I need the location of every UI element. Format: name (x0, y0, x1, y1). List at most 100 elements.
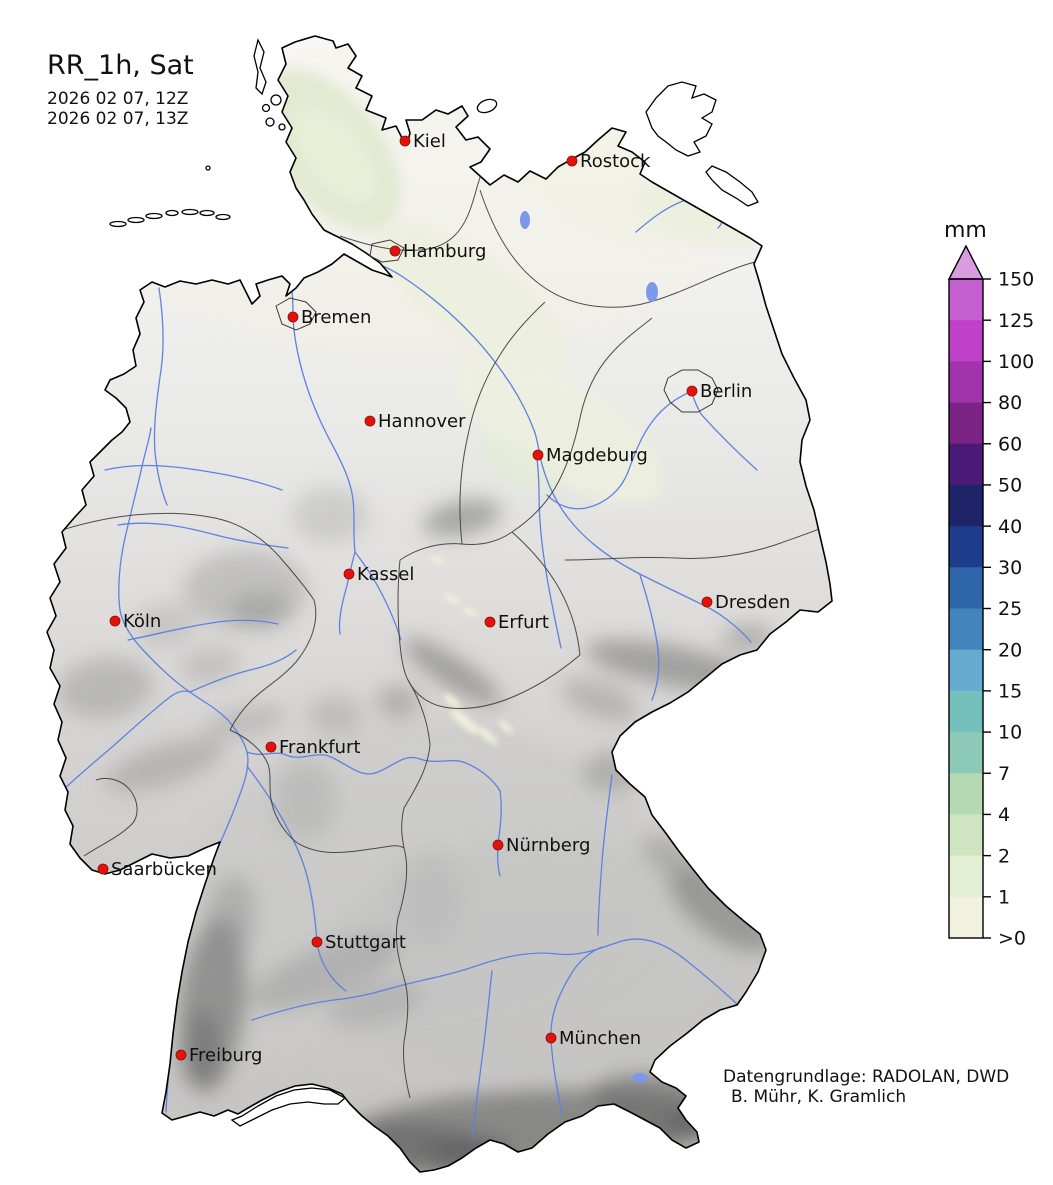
colorbar-tick-label: 60 (998, 433, 1022, 455)
colorbar-segment (949, 402, 983, 445)
river-mulde (639, 574, 660, 701)
colorbar-tick-label: 4 (998, 804, 1010, 826)
path-shape (564, 527, 823, 561)
city-label-freiburg: Freiburg (189, 1045, 262, 1066)
ellipse-shape (292, 487, 368, 543)
city-marker-hamburg (389, 245, 401, 257)
island-foehr (270, 94, 282, 106)
city-label-hamburg: Hamburg (403, 241, 486, 262)
river-sieg (127, 619, 279, 641)
city-marker-erfurt (484, 616, 496, 628)
island-amrum (261, 103, 271, 113)
ellipse-shape (669, 870, 775, 954)
island-helgoland (205, 165, 211, 171)
ellipse-shape (135, 603, 195, 647)
ellipse-shape (479, 436, 561, 494)
ellipse-shape (520, 211, 530, 229)
colorbar-tick-label: 15 (998, 681, 1022, 703)
path-shape (339, 169, 484, 251)
ellipse-shape (430, 1136, 510, 1164)
path-shape (511, 317, 653, 533)
data-source-attribution: Datengrundlage: RADOLAN, DWD (723, 1067, 1009, 1087)
city-label-kassel: Kassel (357, 564, 414, 585)
ellipse-shape (57, 657, 153, 719)
colorbar-tick-label: 10 (998, 722, 1022, 744)
path-shape (61, 512, 317, 731)
ellipse-shape (455, 354, 665, 506)
author-attribution: B. Mühr, K. Gramlich (731, 1087, 906, 1107)
city-marker-dresden (701, 596, 713, 608)
city-state-enclaves (275, 239, 719, 413)
ellipse-shape (203, 705, 287, 739)
colorbar-segment (949, 896, 983, 939)
island-fehmarn (476, 98, 498, 114)
city-marker-nürnberg (492, 839, 504, 851)
colorbar-segment (949, 279, 983, 321)
river-main (246, 751, 501, 792)
city-marker-rostock (566, 155, 578, 167)
path-shape (397, 559, 581, 709)
colorbar-segment (949, 649, 983, 692)
city-label-hannover: Hannover (378, 411, 466, 432)
ellipse-shape (402, 637, 502, 707)
ellipse-shape (295, 108, 375, 202)
river-werra (354, 551, 402, 641)
ellipse-shape (430, 555, 444, 565)
river-neckar (246, 765, 347, 992)
river-saale (536, 457, 562, 649)
island-borkum (109, 220, 127, 228)
city-marker-kassel (343, 568, 355, 580)
colorbar-segment (949, 361, 983, 404)
city-label-magdeburg: Magdeburg (546, 445, 648, 466)
city-marker-magdeburg (532, 449, 544, 461)
colorbar-tick-label: 20 (998, 639, 1022, 661)
terrain-relief-blobs (57, 487, 775, 1172)
ellipse-shape (326, 981, 424, 1029)
ellipse-shape (498, 720, 514, 734)
city-label-bremen: Bremen (301, 307, 371, 328)
ellipse-shape (462, 607, 478, 617)
path-shape (83, 777, 138, 857)
path-shape (459, 301, 546, 545)
island-usedom (705, 165, 759, 207)
river-isar (550, 946, 603, 1116)
city-marker-köln (109, 615, 121, 627)
colorbar: 150 125 100 80 60 50 40 30 25 20 15 10 7 4 2 1 >0 (947, 244, 1034, 950)
colorbar-overflow-arrow (947, 244, 985, 280)
colorbar-segment (949, 773, 983, 815)
path-shape (479, 189, 791, 308)
ellipse-shape (395, 850, 465, 950)
lake-bodensee (230, 1087, 347, 1127)
river-lech (471, 970, 493, 1139)
ellipse-shape (442, 593, 462, 605)
river-naab (597, 774, 613, 936)
path-shape (395, 847, 411, 1099)
river-ems (153, 287, 168, 506)
city-marker-bremen (287, 311, 299, 323)
ellipse-shape (372, 220, 568, 370)
river-danube (251, 938, 738, 1021)
islands (109, 38, 759, 228)
colorbar-tick-label: 1 (998, 886, 1010, 908)
island-juist (127, 216, 145, 224)
city-label-berlin: Berlin (700, 381, 752, 402)
ellipse-shape (250, 933, 400, 1011)
ellipse-shape (477, 727, 499, 745)
plot-title: RR_1h, Sat (47, 50, 194, 81)
city-marker-freiburg (175, 1049, 187, 1061)
colorbar-tick-label: 80 (998, 392, 1022, 414)
city-marker-münchen (545, 1032, 557, 1044)
ellipse-shape (561, 678, 639, 722)
ellipse-shape (376, 685, 420, 719)
city-label-kiel: Kiel (413, 131, 446, 152)
colorbar-segment (949, 443, 983, 486)
ellipse-shape (422, 499, 502, 537)
colorbar-segment (949, 608, 983, 651)
river-fulda (338, 551, 356, 635)
ellipse-shape (204, 875, 256, 965)
ellipse-shape (180, 646, 240, 684)
city-markers-layer: Kiel Rostock Hamburg Bremen Berlin Hannover Ma… (97, 131, 790, 1066)
colorbar-tick-label: 125 (998, 310, 1034, 332)
